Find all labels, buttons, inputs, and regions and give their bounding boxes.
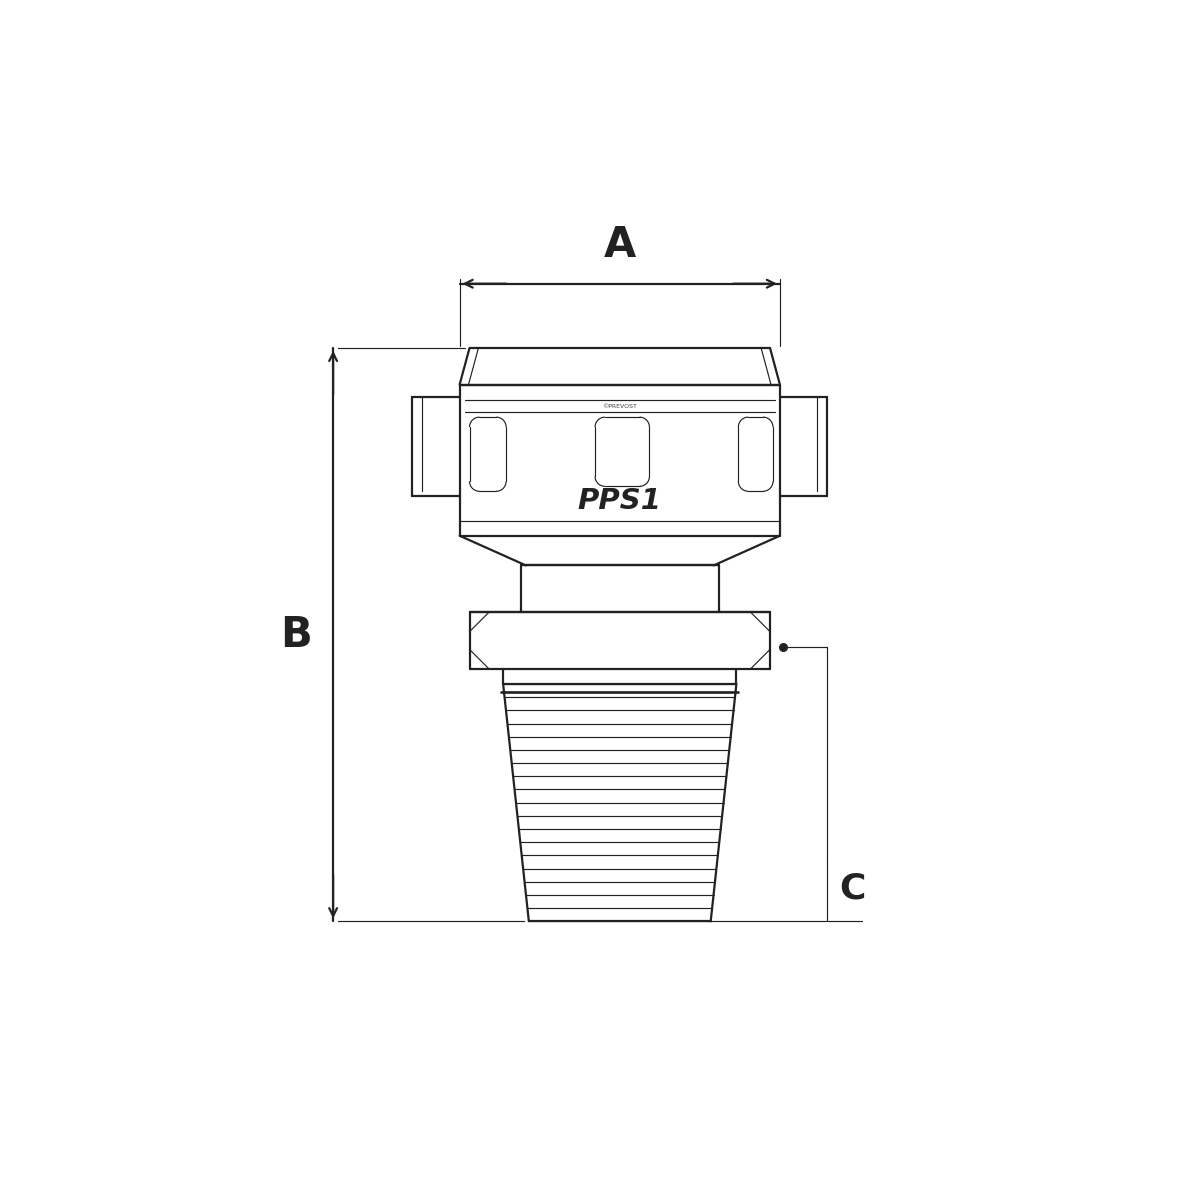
Text: A: A bbox=[604, 224, 636, 266]
Text: C: C bbox=[839, 872, 865, 906]
Text: PPS1: PPS1 bbox=[577, 487, 661, 515]
Text: B: B bbox=[280, 613, 311, 655]
Text: ©PREVOST: ©PREVOST bbox=[602, 403, 637, 409]
